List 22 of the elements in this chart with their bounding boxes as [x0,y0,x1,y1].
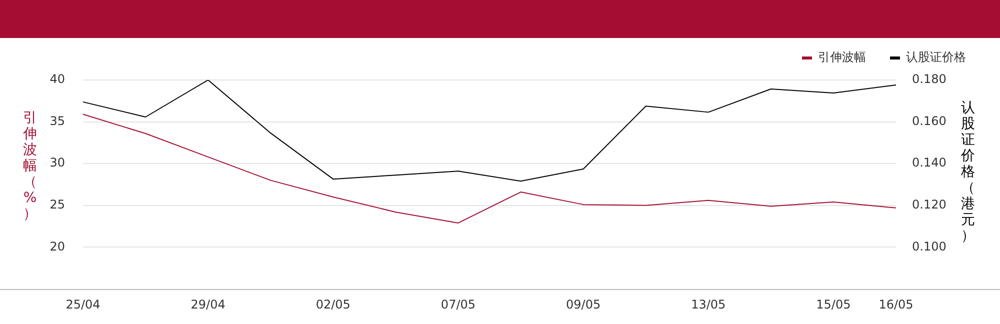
x-tick-label: 07/05 [440,297,476,312]
x-tick-label: 13/05 [691,297,726,312]
x-tick-label: 29/04 [190,297,226,312]
y-tick-label: 40 [50,72,65,86]
x-tick-label: 09/05 [566,297,601,312]
y-tick-label: 30 [50,156,65,170]
text: 认股证价格（港元） [961,100,975,244]
x-tick-label: 02/05 [316,297,350,312]
legend-label: 引伸波幅 [818,50,866,64]
y-axis-title: 引伸波幅（%） [22,110,38,222]
y2-tick-label: 0.180 [912,72,946,86]
y2-tick-label: 0.160 [912,114,946,128]
legend-label: 认股证价格 [906,50,966,64]
y-tick-label: 25 [50,198,65,212]
y-tick-label: 35 [50,114,65,128]
x-tick-label: 16/05 [878,297,914,312]
x-tick-label: 15/05 [816,297,851,312]
y2-tick-label: 0.140 [912,156,946,170]
y-tick-label: 20 [50,239,65,254]
y2-tick-label: 0.100 [912,239,946,254]
x-tick-label: 25/04 [66,297,100,312]
y2-tick-label: 0.120 [912,198,946,212]
